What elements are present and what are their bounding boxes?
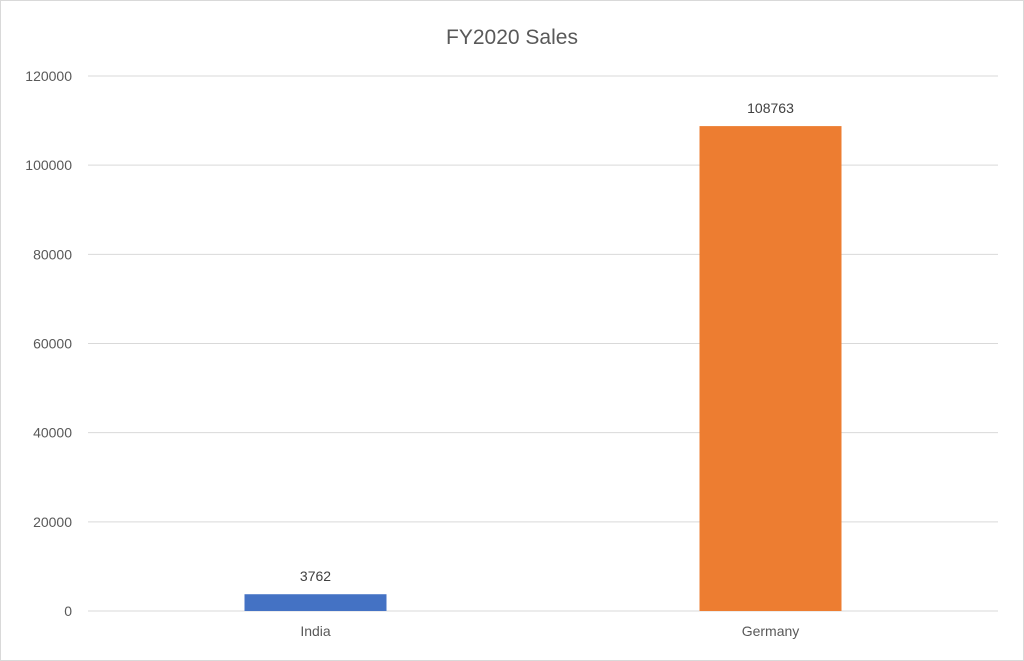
y-tick-label: 0 bbox=[64, 603, 72, 619]
y-tick-label: 20000 bbox=[33, 514, 72, 530]
x-axis-categories: India Germany bbox=[300, 623, 799, 639]
chart-title: FY2020 Sales bbox=[446, 26, 578, 49]
data-label-india: 3762 bbox=[300, 568, 331, 584]
y-tick-label: 100000 bbox=[25, 157, 72, 173]
bar-germany bbox=[699, 126, 842, 611]
category-label-india: India bbox=[300, 623, 331, 639]
data-labels: 3762 108763 bbox=[300, 100, 794, 584]
gridlines bbox=[88, 75, 998, 612]
y-axis-ticks: 0 20000 40000 60000 80000 100000 120000 bbox=[25, 68, 72, 619]
data-label-germany: 108763 bbox=[747, 100, 794, 116]
y-tick-label: 120000 bbox=[25, 68, 72, 84]
category-label-germany: Germany bbox=[742, 623, 800, 639]
y-tick-label: 60000 bbox=[33, 336, 72, 352]
y-tick-label: 80000 bbox=[33, 246, 72, 262]
bars bbox=[244, 126, 842, 611]
y-tick-label: 40000 bbox=[33, 425, 72, 441]
bar-india bbox=[244, 594, 387, 611]
